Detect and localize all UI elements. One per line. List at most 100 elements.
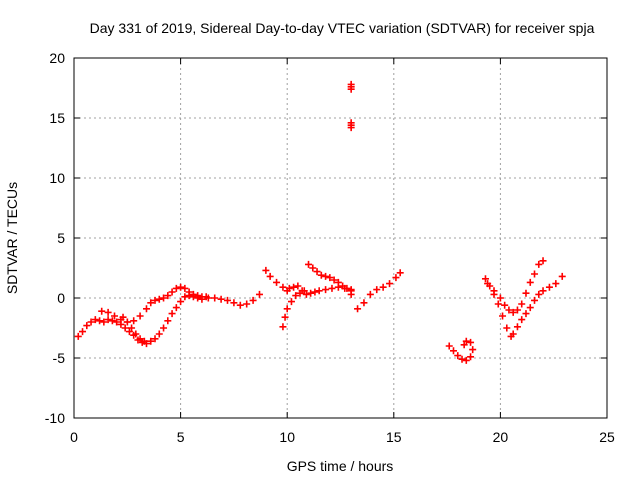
data-point [168, 288, 176, 296]
data-point [151, 296, 159, 304]
data-point [100, 318, 108, 326]
data-point [147, 299, 155, 307]
data-point [558, 272, 566, 280]
axis-ticks: 0 5 10 15 20 25 -10 -5 0 5 10 15 20 [45, 50, 615, 445]
data-point [189, 290, 197, 298]
data-point [499, 312, 507, 320]
data-point [287, 298, 295, 306]
data-point [309, 264, 317, 272]
data-point [458, 355, 466, 363]
data-point [285, 284, 293, 292]
y-tick-label: 5 [57, 230, 65, 246]
data-point [108, 317, 116, 325]
data-point [123, 318, 131, 326]
data-point [74, 332, 82, 340]
data-point [121, 324, 129, 332]
data-point [217, 295, 225, 303]
data-point [177, 283, 185, 291]
data-point [347, 83, 355, 91]
data-point [535, 290, 543, 298]
data-point [360, 299, 368, 307]
data-point [255, 290, 263, 298]
data-points [74, 80, 566, 364]
data-point [366, 290, 374, 298]
data-point [262, 266, 270, 274]
data-point [347, 290, 355, 298]
data-point [142, 305, 150, 313]
data-point [164, 317, 172, 325]
data-point [292, 292, 300, 300]
data-point [155, 330, 163, 338]
data-point [296, 289, 304, 297]
data-point [305, 260, 313, 268]
data-point [211, 294, 219, 302]
data-point [328, 284, 336, 292]
data-point [111, 312, 119, 320]
data-point [354, 305, 362, 313]
data-point [322, 272, 330, 280]
data-point [96, 317, 104, 325]
data-point [249, 296, 257, 304]
data-point [522, 310, 530, 318]
y-axis-label: SDTVAR / TECUs [4, 182, 20, 294]
data-point [317, 271, 325, 279]
data-point [236, 301, 244, 309]
data-point [392, 274, 400, 282]
data-point [509, 308, 517, 316]
data-point [490, 287, 498, 295]
data-point [279, 283, 287, 291]
data-point [230, 299, 238, 307]
data-point [505, 306, 513, 314]
data-point [132, 330, 140, 338]
data-point [307, 289, 315, 297]
x-tick-label: 0 [70, 429, 78, 445]
data-point [552, 280, 560, 288]
data-point [160, 294, 168, 302]
data-point [460, 341, 468, 349]
data-point [379, 283, 387, 291]
plot-border [73, 57, 608, 419]
data-point [79, 328, 87, 336]
data-point [396, 269, 404, 277]
y-tick-label: 15 [49, 110, 65, 126]
data-point [509, 330, 517, 338]
data-point [539, 257, 547, 265]
data-point [136, 312, 144, 320]
data-point [462, 337, 470, 345]
data-point [539, 287, 547, 295]
y-tick-label: 20 [49, 50, 65, 66]
data-point [513, 306, 521, 314]
data-point [202, 293, 210, 301]
data-point [140, 337, 148, 345]
data-point [194, 292, 202, 300]
data-point [281, 313, 289, 321]
y-tick-label: 0 [57, 290, 65, 306]
grid-lines [74, 58, 607, 418]
x-tick-label: 10 [279, 429, 295, 445]
data-point [518, 316, 526, 324]
data-point [155, 295, 163, 303]
data-point [334, 278, 342, 286]
data-point [513, 323, 521, 331]
data-point [311, 288, 319, 296]
data-point [168, 310, 176, 318]
data-point [322, 286, 330, 294]
data-point [313, 268, 321, 276]
data-point [279, 323, 287, 331]
data-point [469, 346, 477, 354]
data-point [343, 284, 351, 292]
data-point [330, 276, 338, 284]
data-point [136, 335, 144, 343]
data-point [160, 324, 168, 332]
y-tick-label: -5 [53, 350, 66, 366]
data-point [501, 301, 509, 309]
data-point [113, 318, 121, 326]
data-point [91, 316, 99, 324]
data-point [300, 287, 308, 295]
data-point [454, 352, 462, 360]
data-point [294, 282, 302, 290]
data-point [83, 322, 91, 330]
data-point [224, 296, 232, 304]
data-point [185, 288, 193, 296]
